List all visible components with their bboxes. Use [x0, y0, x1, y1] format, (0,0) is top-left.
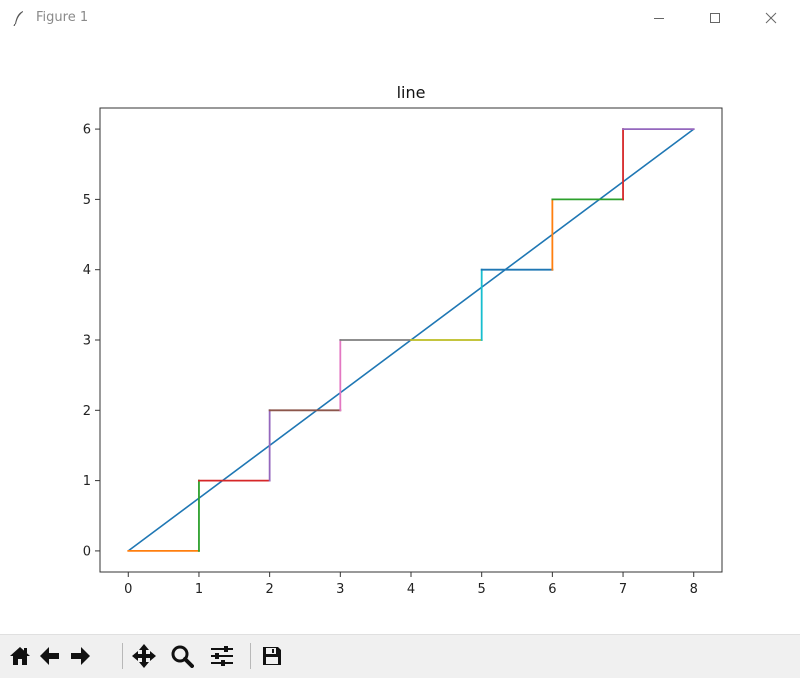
close-icon — [765, 12, 777, 24]
y-tick-label: 4 — [83, 263, 91, 278]
y-tick-label: 3 — [83, 334, 91, 349]
toolbar-separator — [122, 643, 123, 669]
home-icon — [10, 647, 30, 665]
y-axis: 0 1 2 3 4 5 6 — [83, 123, 100, 559]
feather-icon — [13, 11, 23, 26]
x-tick-label: 1 — [195, 582, 203, 597]
navigation-toolbar — [0, 634, 800, 678]
minimize-button[interactable] — [636, 0, 682, 36]
x-tick-label: 8 — [690, 582, 698, 597]
chart-title: line — [397, 83, 426, 102]
toolbar-separator — [250, 643, 251, 669]
forward-button[interactable] — [66, 641, 94, 671]
x-tick-label: 2 — [265, 582, 273, 597]
maximize-button[interactable] — [692, 0, 738, 36]
x-tick-label: 5 — [478, 582, 486, 597]
pan-button[interactable] — [130, 641, 158, 671]
save-button[interactable] — [258, 641, 286, 671]
y-tick-label: 2 — [83, 404, 91, 419]
floppy-disk-icon — [263, 647, 281, 665]
move-icon — [132, 644, 156, 668]
back-button[interactable] — [36, 641, 64, 671]
maximize-icon — [710, 13, 720, 23]
y-tick-label: 1 — [83, 474, 91, 489]
chart-figure: line 0 1 2 3 4 5 6 7 8 0 1 2 3 4 5 6 — [83, 83, 723, 597]
minimize-icon — [654, 18, 664, 19]
x-axis: 0 1 2 3 4 5 6 7 8 — [124, 572, 698, 597]
window-title: Figure 1 — [36, 10, 89, 25]
x-tick-label: 0 — [124, 582, 132, 597]
arrow-left-icon — [40, 647, 59, 665]
y-tick-label: 5 — [83, 193, 91, 208]
x-tick-label: 4 — [407, 582, 415, 597]
zoom-button[interactable] — [168, 641, 196, 671]
configure-subplots-button[interactable] — [208, 641, 236, 671]
x-tick-label: 3 — [336, 582, 344, 597]
arrow-right-icon — [71, 647, 90, 665]
window-titlebar: Figure 1 — [0, 0, 800, 36]
plot-lines — [127, 128, 695, 552]
home-button[interactable] — [6, 641, 34, 671]
close-button[interactable] — [748, 0, 794, 36]
x-tick-label: 6 — [548, 582, 556, 597]
sliders-icon — [211, 646, 233, 666]
x-tick-label: 7 — [619, 582, 627, 597]
magnifier-icon — [171, 645, 194, 668]
y-tick-label: 6 — [83, 123, 91, 138]
y-tick-label: 0 — [83, 544, 91, 559]
